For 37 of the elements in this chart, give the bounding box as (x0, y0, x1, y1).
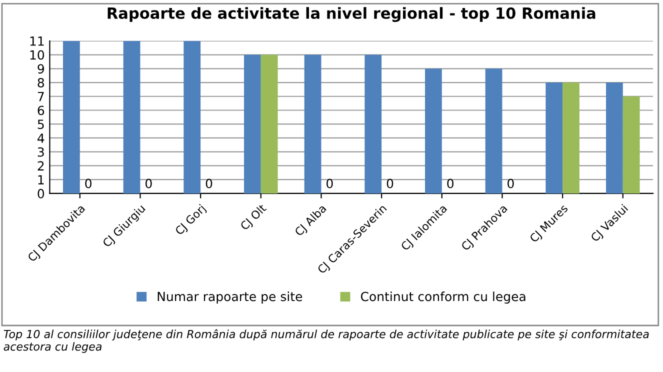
chart-title: Rapoarte de activitate la nivel regional - top 10 Romania (108, 7, 596, 22)
bar (562, 82, 580, 194)
x-tick-label: CJ Olt (240, 203, 268, 232)
bar (184, 40, 201, 194)
data-label: 0 (508, 178, 514, 188)
data-label: 0 (146, 178, 152, 188)
y-tick-label: 6 (38, 106, 44, 116)
y-tick-label: 4 (38, 134, 44, 143)
bar (622, 96, 640, 194)
y-tick-label: 3 (38, 147, 44, 157)
y-tick-label: 5 (38, 120, 44, 130)
bar (63, 40, 80, 194)
bar (260, 54, 278, 194)
bar (304, 54, 322, 194)
bar (606, 82, 623, 194)
bar (485, 68, 502, 194)
bar (546, 82, 563, 194)
y-tick-label: 9 (38, 64, 44, 74)
legend-label: Continut conform cu legea (360, 292, 526, 304)
data-label: 0 (326, 178, 333, 188)
data-label: 0 (386, 178, 394, 188)
data-label: 0 (85, 178, 92, 188)
y-tick-label: 2 (38, 161, 44, 170)
y-tick-label: 0 (38, 188, 44, 198)
y-tick-label: 11 (30, 36, 44, 46)
y-tick-label: 8 (38, 78, 44, 88)
data-label: 0 (206, 178, 212, 188)
bar (424, 68, 442, 194)
bar (364, 54, 382, 194)
y-tick-label: 10 (30, 50, 44, 60)
y-tick-label: 7 (38, 92, 44, 102)
legend-label: Numar rapoarte pe site (158, 292, 302, 304)
y-tick-label: 1 (38, 175, 44, 184)
text: Top 10 al consiliilor judeţene din România după numărul de rapoarte de activitate publicate pe site şi conformitatea acestora cu legea (4, 329, 649, 353)
bar (244, 54, 261, 194)
bar (123, 40, 140, 194)
data-label: 0 (447, 178, 454, 188)
